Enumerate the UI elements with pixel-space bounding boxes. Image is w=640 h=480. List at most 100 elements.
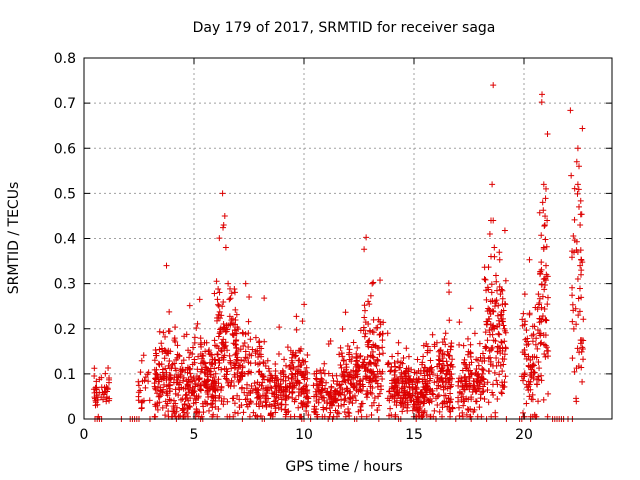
- data-point: [156, 393, 163, 400]
- data-point: [106, 374, 113, 381]
- data-point: [436, 353, 443, 360]
- data-point: [485, 305, 492, 312]
- data-point: [466, 386, 473, 393]
- data-point: [488, 253, 494, 260]
- data-point: [369, 348, 376, 355]
- data-point: [289, 359, 296, 366]
- data-point: [541, 286, 548, 293]
- data-point: [442, 330, 449, 337]
- data-point: [405, 353, 412, 360]
- data-point: [226, 296, 233, 303]
- data-point: [494, 287, 501, 294]
- data-point: [363, 234, 370, 241]
- data-point: [221, 365, 228, 372]
- data-point: [219, 190, 226, 197]
- data-point: [192, 380, 199, 387]
- data-point: [342, 395, 349, 402]
- data-point: [281, 356, 288, 363]
- data-point: [357, 403, 364, 410]
- data-point: [487, 354, 494, 361]
- data-point: [398, 385, 405, 392]
- data-point: [372, 361, 379, 368]
- data-point: [225, 280, 232, 287]
- data-point: [338, 396, 345, 403]
- data-point: [468, 359, 475, 366]
- data-point: [493, 297, 500, 304]
- data-point: [448, 361, 455, 368]
- data-point: [215, 333, 222, 340]
- data-point: [171, 360, 178, 367]
- data-point: [304, 375, 311, 382]
- data-point: [439, 350, 446, 357]
- data-point: [445, 280, 452, 287]
- data-point: [367, 389, 374, 396]
- data-point: [152, 401, 159, 408]
- data-point: [422, 384, 429, 391]
- data-point: [350, 384, 357, 391]
- data-point: [529, 338, 536, 345]
- data-point: [523, 341, 530, 348]
- data-point: [370, 399, 377, 406]
- data-point: [445, 368, 452, 375]
- data-point: [519, 322, 526, 329]
- data-point: [482, 343, 489, 350]
- data-point: [295, 357, 302, 364]
- data-point: [229, 315, 236, 322]
- data-point: [543, 317, 550, 324]
- data-point: [542, 353, 549, 360]
- data-point: [488, 281, 495, 288]
- data-point: [380, 319, 387, 326]
- data-point: [347, 380, 354, 387]
- data-point: [424, 396, 431, 403]
- data-point: [411, 369, 418, 376]
- data-point: [216, 394, 223, 401]
- data-point: [420, 400, 427, 407]
- data-point: [138, 404, 145, 411]
- data-point: [186, 302, 193, 309]
- data-point: [229, 395, 236, 402]
- data-point: [183, 391, 190, 398]
- data-point: [460, 402, 467, 409]
- data-point: [299, 400, 306, 407]
- data-point: [574, 276, 581, 283]
- data-point: [276, 324, 283, 331]
- data-point: [155, 383, 162, 390]
- data-point: [500, 307, 507, 314]
- data-point: [388, 412, 395, 419]
- data-point: [535, 398, 542, 405]
- data-point: [167, 381, 174, 388]
- data-point: [495, 359, 502, 366]
- data-point: [241, 389, 248, 396]
- data-point: [162, 412, 169, 419]
- data-point: [255, 387, 262, 394]
- data-point: [498, 338, 505, 345]
- data-point: [483, 344, 490, 351]
- data-point: [542, 236, 549, 243]
- data-point: [236, 377, 243, 384]
- data-point: [180, 406, 187, 413]
- data-point: [577, 262, 584, 269]
- data-point: [502, 373, 509, 380]
- data-point: [447, 398, 454, 405]
- data-point: [336, 390, 343, 397]
- data-point: [291, 382, 298, 389]
- data-point: [573, 365, 580, 372]
- data-point: [379, 344, 386, 351]
- data-point: [152, 385, 159, 392]
- data-point: [208, 383, 215, 390]
- data-point: [394, 350, 401, 357]
- data-point: [372, 343, 379, 350]
- data-point: [146, 397, 153, 404]
- data-point: [364, 373, 371, 380]
- data-point: [404, 401, 411, 408]
- data-point: [541, 306, 548, 313]
- data-point: [418, 389, 425, 396]
- data-point: [218, 339, 225, 346]
- data-point: [359, 381, 366, 388]
- data-point: [535, 291, 542, 298]
- data-point: [475, 385, 482, 392]
- data-point: [433, 339, 440, 346]
- data-point: [540, 244, 547, 251]
- data-point: [154, 390, 161, 397]
- data-point: [577, 221, 584, 228]
